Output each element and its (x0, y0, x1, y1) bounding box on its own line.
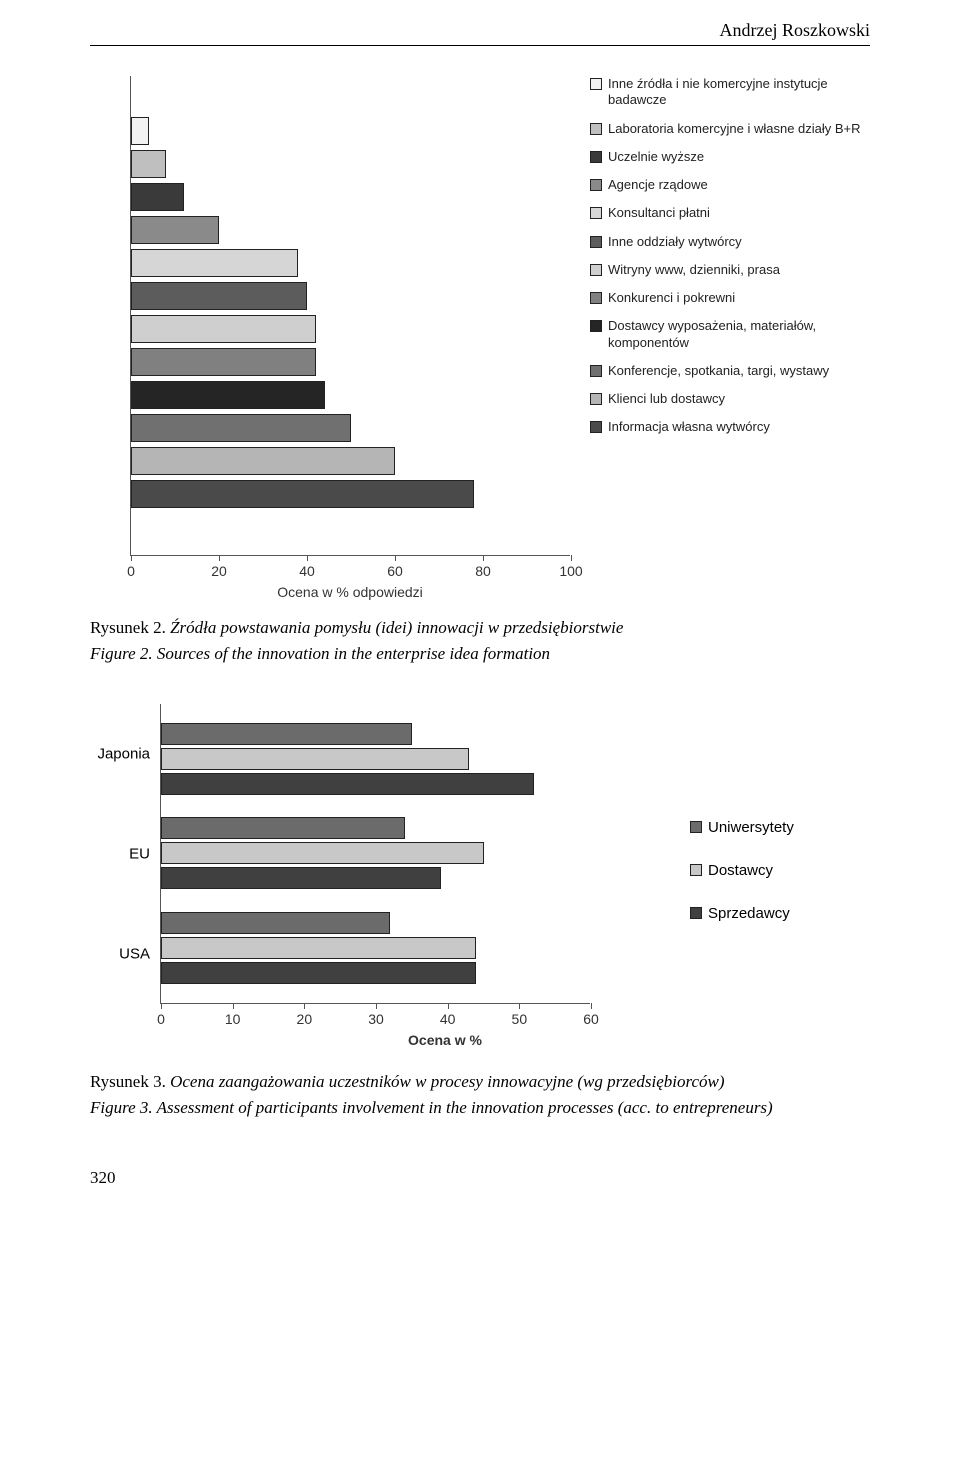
chart1-bar (131, 315, 316, 343)
chart1-bar (131, 447, 395, 475)
legend-swatch-icon (590, 421, 602, 433)
legend-swatch-icon (590, 78, 602, 90)
chart2-ylabel: EU (129, 846, 150, 863)
chart1-bar (131, 381, 325, 409)
chart2-legend-item: Uniwersytety (690, 819, 870, 836)
legend-label: Witryny www, dzienniki, prasa (608, 262, 780, 278)
chart2-tick-label: 60 (583, 1011, 599, 1027)
chart2-bar (161, 723, 412, 745)
chart2-bar (161, 773, 534, 795)
legend-swatch-icon (590, 179, 602, 191)
chart1-legend-item: Inne źródła i nie komercyjne instytucje … (590, 76, 870, 109)
chart2-xlabel: Ocena w % (230, 1032, 660, 1048)
chart1-legend-item: Agencje rządowe (590, 177, 870, 193)
legend-label: Klienci lub dostawcy (608, 391, 725, 407)
legend-swatch-icon (590, 365, 602, 377)
legend-label: Inne oddziały wytwórcy (608, 234, 742, 250)
chart2-legend-item: Dostawcy (690, 862, 870, 879)
chart1-tick-label: 60 (387, 563, 403, 579)
chart1-legend-item: Informacja własna wytwórcy (590, 419, 870, 435)
legend-swatch-icon (590, 320, 602, 332)
chart1-bar (131, 216, 219, 244)
figure-2-caption-en: Figure 2. Sources of the innovation in t… (90, 644, 870, 664)
chart2-tick-label: 50 (512, 1011, 528, 1027)
chart1-legend-item: Klienci lub dostawcy (590, 391, 870, 407)
chart1-tick-label: 40 (299, 563, 315, 579)
chart1-legend-item: Uczelnie wyższe (590, 149, 870, 165)
chart2-legend: Uniwersytety Dostawcy Sprzedawcy (690, 704, 870, 1048)
chart1-tick-label: 0 (127, 563, 135, 579)
legend-swatch-icon (590, 207, 602, 219)
chart2-bar (161, 937, 476, 959)
legend-swatch-icon (690, 821, 702, 833)
chart1-tick-label: 80 (475, 563, 491, 579)
figure-2-chart: 0 20 40 60 80 100 Ocena w % odpowiedzi Inne ź… (90, 76, 870, 600)
legend-swatch-icon (690, 907, 702, 919)
chart1-bar (131, 480, 474, 508)
chart1-legend-item: Konkurenci i pokrewni (590, 290, 870, 306)
figure-3-caption-pl: Rysunek 3. Ocena zaangażowania uczestnik… (90, 1072, 870, 1092)
chart2-bar (161, 748, 469, 770)
legend-label: Agencje rządowe (608, 177, 708, 193)
header-divider (90, 45, 870, 46)
chart1-legend-item: Konsultanci płatni (590, 205, 870, 221)
chart1-xlabel: Ocena w % odpowiedzi (130, 584, 570, 600)
chart2-tick-label: 40 (440, 1011, 456, 1027)
author-name: Andrzej Roszkowski (90, 20, 870, 41)
chart1-legend-item: Inne oddziały wytwórcy (590, 234, 870, 250)
chart2-tick-label: 30 (368, 1011, 384, 1027)
legend-label: Uniwersytety (708, 819, 794, 836)
figure-3-chart: Japonia EU USA 0 10 20 30 40 50 60 Ocena w % Uni… (90, 704, 870, 1048)
chart1-legend-item: Witryny www, dzienniki, prasa (590, 262, 870, 278)
chart1-bar (131, 348, 316, 376)
chart1-legend-item: Laboratoria komercyjne i własne działy B… (590, 121, 870, 137)
legend-label: Konsultanci płatni (608, 205, 710, 221)
chart1-bar (131, 414, 351, 442)
legend-label: Konkurenci i pokrewni (608, 290, 735, 306)
chart1-tick-label: 100 (559, 563, 582, 579)
legend-swatch-icon (590, 123, 602, 135)
figure-3-caption-en: Figure 3. Assessment of participants inv… (90, 1098, 870, 1118)
legend-label: Sprzedawcy (708, 905, 790, 922)
chart2-bar (161, 962, 476, 984)
chart2-tick-label: 20 (297, 1011, 313, 1027)
legend-label: Informacja własna wytwórcy (608, 419, 770, 435)
legend-swatch-icon (690, 864, 702, 876)
chart2-bar (161, 842, 484, 864)
legend-swatch-icon (590, 393, 602, 405)
legend-label: Dostawcy wyposażenia, materiałów, kompon… (608, 318, 870, 351)
chart2-group (161, 817, 590, 889)
chart2-legend-item: Sprzedawcy (690, 905, 870, 922)
chart1-legend: Inne źródła i nie komercyjne instytucje … (590, 76, 870, 600)
chart1-legend-item: Konferencje, spotkania, targi, wystawy (590, 363, 870, 379)
legend-swatch-icon (590, 236, 602, 248)
chart2-bar (161, 867, 441, 889)
chart1-bar (131, 282, 307, 310)
page-number: 320 (90, 1168, 870, 1188)
legend-label: Inne źródła i nie komercyjne instytucje … (608, 76, 870, 109)
chart2-ylabel: Japonia (97, 746, 150, 763)
chart1-bar (131, 249, 298, 277)
legend-label: Uczelnie wyższe (608, 149, 704, 165)
chart1-bar (131, 150, 166, 178)
legend-label: Konferencje, spotkania, targi, wystawy (608, 363, 829, 379)
chart2-group (161, 912, 590, 984)
legend-label: Dostawcy (708, 862, 773, 879)
chart2-tick-label: 10 (225, 1011, 241, 1027)
chart2-ylabel: USA (119, 946, 150, 963)
legend-swatch-icon (590, 292, 602, 304)
chart2-group (161, 723, 590, 795)
chart1-tick-label: 20 (211, 563, 227, 579)
chart2-tick-label: 0 (157, 1011, 165, 1027)
chart1-bar (131, 183, 184, 211)
chart2-bar (161, 817, 405, 839)
legend-swatch-icon (590, 264, 602, 276)
chart1-legend-item: Dostawcy wyposażenia, materiałów, kompon… (590, 318, 870, 351)
chart2-bar (161, 912, 390, 934)
figure-2-caption-pl: Rysunek 2. Źródła powstawania pomysłu (i… (90, 618, 870, 638)
legend-swatch-icon (590, 151, 602, 163)
legend-label: Laboratoria komercyjne i własne działy B… (608, 121, 861, 137)
chart1-bar (131, 117, 149, 145)
